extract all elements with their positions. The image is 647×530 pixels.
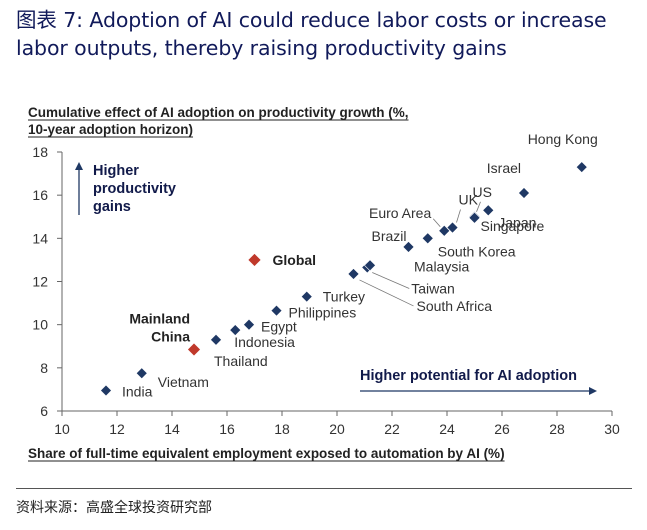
axis-ticks <box>57 151 613 416</box>
label-uk: UK <box>459 192 479 208</box>
point-mainland-china <box>187 342 201 357</box>
label-brazil: Brazil <box>371 228 406 244</box>
point-philippines <box>270 304 283 317</box>
data-points <box>100 161 588 397</box>
x-tick-label: 22 <box>384 421 400 437</box>
y-axis-title-line-2: 10-year adoption horizon) <box>28 122 193 137</box>
label-egypt: Egypt <box>261 319 297 335</box>
leader-euro-area <box>432 218 441 228</box>
label-leader-lines <box>359 201 481 307</box>
x-tick-label: 26 <box>494 421 510 437</box>
point-vietnam <box>135 367 148 380</box>
point-india <box>100 384 112 397</box>
leader-taiwan <box>372 272 410 289</box>
y-tick-label: 16 <box>32 187 48 203</box>
label-us: US <box>473 184 492 200</box>
point-israel <box>518 187 530 199</box>
point-us <box>468 211 481 224</box>
label-philippines: Philippines <box>289 305 357 321</box>
point-south-africa <box>347 268 360 280</box>
right-arrow-icon <box>589 387 597 395</box>
y-arrow-label: productivity <box>93 181 176 197</box>
leader-us <box>476 201 481 212</box>
x-tick-label: 16 <box>219 421 235 437</box>
leader-south-africa <box>359 279 414 307</box>
point-uk <box>446 221 459 234</box>
x-tick-label: 10 <box>54 421 70 437</box>
point-brazil <box>402 241 415 253</box>
axis-tick-labels: 10 12 14 16 18 20 22 24 26 28 30 6 8 10 12 14 16 18 <box>32 144 620 437</box>
y-axis-title: Cumulative effect of AI adoption on prod… <box>28 105 409 137</box>
point-euro-area <box>438 224 451 237</box>
y-arrow-label: Higher <box>93 163 139 179</box>
label-mainland-china: China <box>151 328 190 344</box>
label-thailand: Thailand <box>214 353 268 369</box>
y-tick-label: 12 <box>32 274 48 290</box>
label-japan: Japan <box>498 214 536 230</box>
label-malaysia: Malaysia <box>414 258 469 274</box>
leader-uk <box>456 209 461 223</box>
x-tick-label: 28 <box>549 421 565 437</box>
source-divider <box>16 488 632 489</box>
point-malaysia <box>364 259 376 272</box>
label-indonesia: Indonesia <box>234 334 295 350</box>
point-turkey <box>300 290 313 303</box>
label-singapore: Singapore <box>481 218 545 234</box>
point-thailand <box>210 333 222 346</box>
y-tick-label: 18 <box>32 144 48 160</box>
y-tick-label: 14 <box>32 230 48 246</box>
x-tick-label: 18 <box>274 421 290 437</box>
x-tick-label: 20 <box>329 421 345 437</box>
data-point-labels: India Vietnam Mainland China Thailand Indones… <box>122 131 598 399</box>
label-taiwan: Taiwan <box>411 280 455 296</box>
x-tick-label: 14 <box>164 421 180 437</box>
y-tick-label: 10 <box>32 317 48 333</box>
label-south-korea: South Korea <box>438 243 516 259</box>
y-arrow-label: gains <box>93 199 131 215</box>
x-axis-title: Share of full-time equivalent employment… <box>28 446 505 461</box>
label-india: India <box>122 383 153 399</box>
point-indonesia <box>229 324 242 336</box>
point-south-korea <box>421 232 434 245</box>
y-tick-label: 6 <box>40 403 48 419</box>
point-hong-kong <box>575 161 588 174</box>
label-euro-area: Euro Area <box>369 205 431 221</box>
point-egypt <box>243 318 255 331</box>
up-arrow-icon <box>75 162 83 170</box>
label-mainland-china: Mainland <box>129 310 190 326</box>
label-turkey: Turkey <box>323 289 365 305</box>
x-tick-label: 30 <box>604 421 620 437</box>
point-global <box>247 252 262 267</box>
figure-title: 图表 7: Adoption of AI could reduce labor … <box>16 8 607 60</box>
y-tick-label: 8 <box>40 360 48 376</box>
label-global: Global <box>273 252 317 268</box>
label-hong-kong: Hong Kong <box>528 131 598 147</box>
point-japan <box>482 204 495 217</box>
label-south-africa: South Africa <box>417 298 493 314</box>
x-arrow-label: Higher potential for AI adoption <box>360 368 577 384</box>
x-tick-label: 24 <box>439 421 455 437</box>
y-axis-title-line-1: Cumulative effect of AI adoption on prod… <box>28 105 409 120</box>
source-note: 资料来源：高盛全球投资研究部 <box>16 500 212 516</box>
label-vietnam: Vietnam <box>158 374 209 390</box>
label-israel: Israel <box>487 160 521 176</box>
x-tick-label: 12 <box>109 421 125 437</box>
scatter-chart: Cumulative effect of AI adoption on prod… <box>28 105 620 462</box>
chart-annotations: Higher productivity gains Higher potential … <box>75 162 597 395</box>
